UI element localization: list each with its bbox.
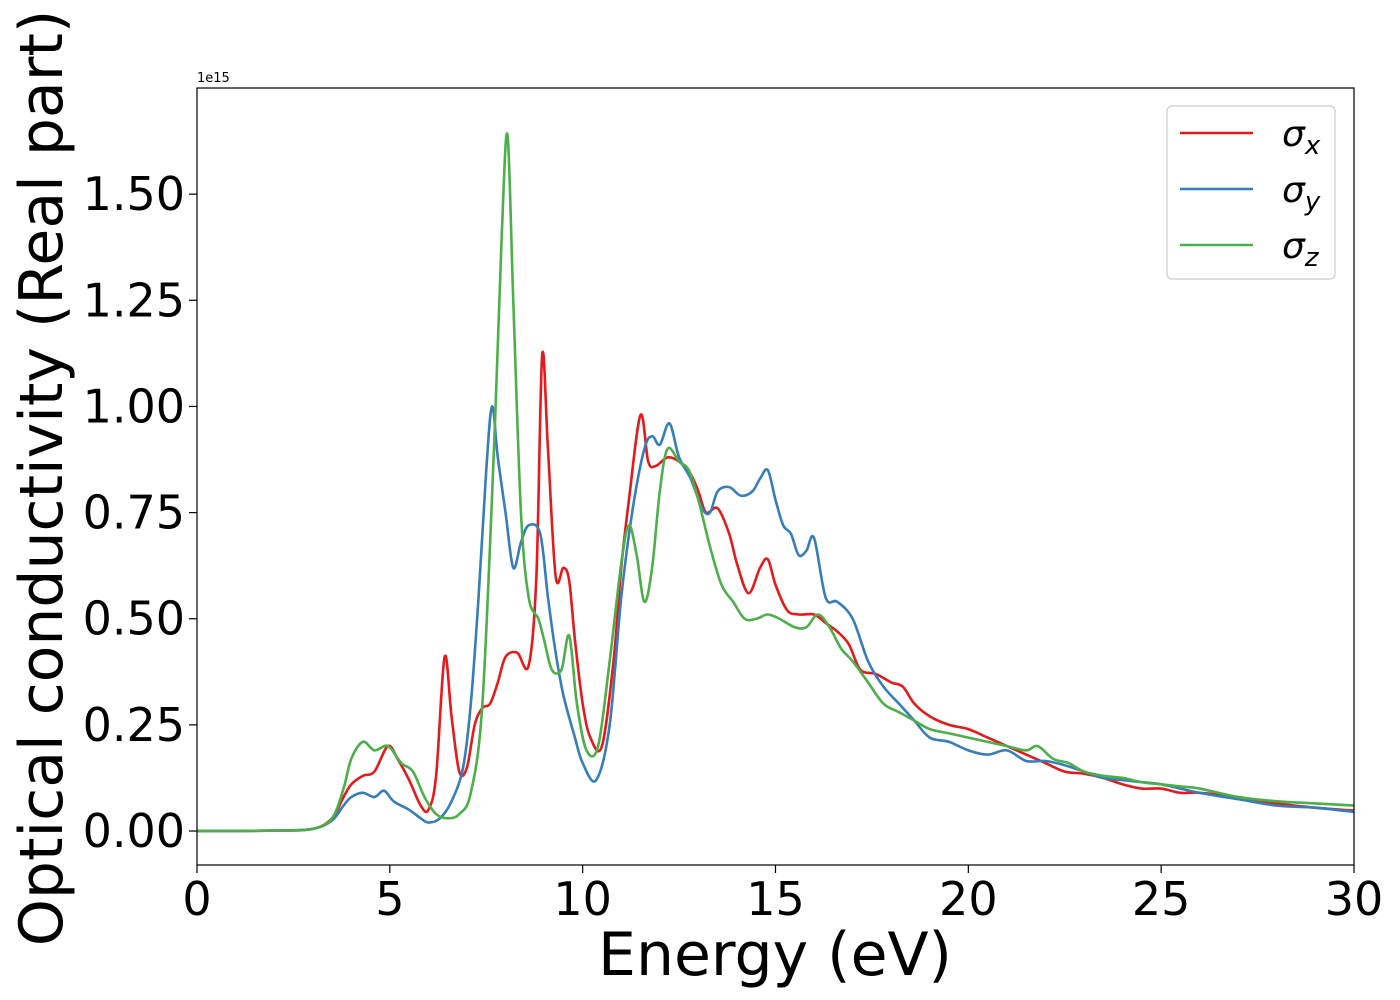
y-axis-ticks: 0.00 0.25 0.50 0.75 1.00 1.25 1.50	[83, 167, 197, 858]
y-tick-label: 0.50	[83, 592, 185, 646]
series-line-z	[197, 132, 1354, 833]
x-tick-label: 5	[375, 872, 404, 926]
y-tick-label: 1.00	[83, 379, 185, 433]
legend: σx σy σz	[1166, 105, 1336, 280]
series-line-x	[197, 350, 1354, 833]
x-tick-label: 0	[182, 872, 211, 926]
y-offset-label: 1e15	[197, 71, 230, 86]
y-tick-label: 0.25	[83, 698, 185, 752]
legend-label-y: σy	[1282, 170, 1321, 217]
legend-box	[1166, 105, 1336, 280]
legend-label-z: σz	[1282, 226, 1320, 273]
x-tick-label: 10	[553, 872, 612, 926]
legend-label-x: σx	[1282, 114, 1321, 161]
x-tick-label: 30	[1325, 872, 1384, 926]
x-axis-ticks: 0 5 10 15 20 25 30	[182, 865, 1383, 926]
x-tick-label: 15	[746, 872, 805, 926]
series-layer	[197, 132, 1354, 833]
y-tick-label: 1.50	[83, 167, 185, 221]
y-tick-label: 0.00	[83, 804, 185, 858]
x-tick-label: 25	[1132, 872, 1191, 926]
y-tick-label: 0.75	[83, 486, 185, 540]
series-line-y	[197, 405, 1354, 833]
y-axis-label: Optical conductivity (Real part)	[7, 10, 77, 947]
y-tick-label: 1.25	[83, 273, 185, 327]
x-axis-label: Energy (eV)	[598, 920, 952, 990]
x-tick-label: 20	[939, 872, 998, 926]
